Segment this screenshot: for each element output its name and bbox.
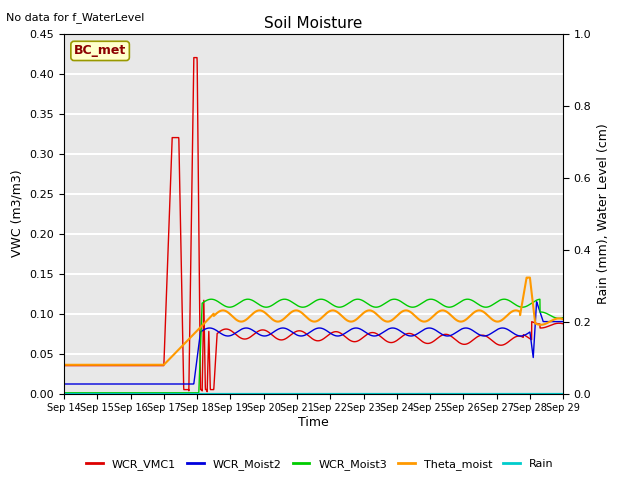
Title: Soil Moisture: Soil Moisture bbox=[264, 16, 363, 31]
Text: No data for f_WaterLevel: No data for f_WaterLevel bbox=[6, 12, 145, 23]
Y-axis label: VWC (m3/m3): VWC (m3/m3) bbox=[11, 170, 24, 257]
Text: BC_met: BC_met bbox=[74, 44, 126, 58]
X-axis label: Time: Time bbox=[298, 416, 329, 429]
Legend: WCR_VMC1, WCR_Moist2, WCR_Moist3, Theta_moist, Rain: WCR_VMC1, WCR_Moist2, WCR_Moist3, Theta_… bbox=[82, 455, 558, 474]
Y-axis label: Rain (mm), Water Level (cm): Rain (mm), Water Level (cm) bbox=[597, 123, 610, 304]
